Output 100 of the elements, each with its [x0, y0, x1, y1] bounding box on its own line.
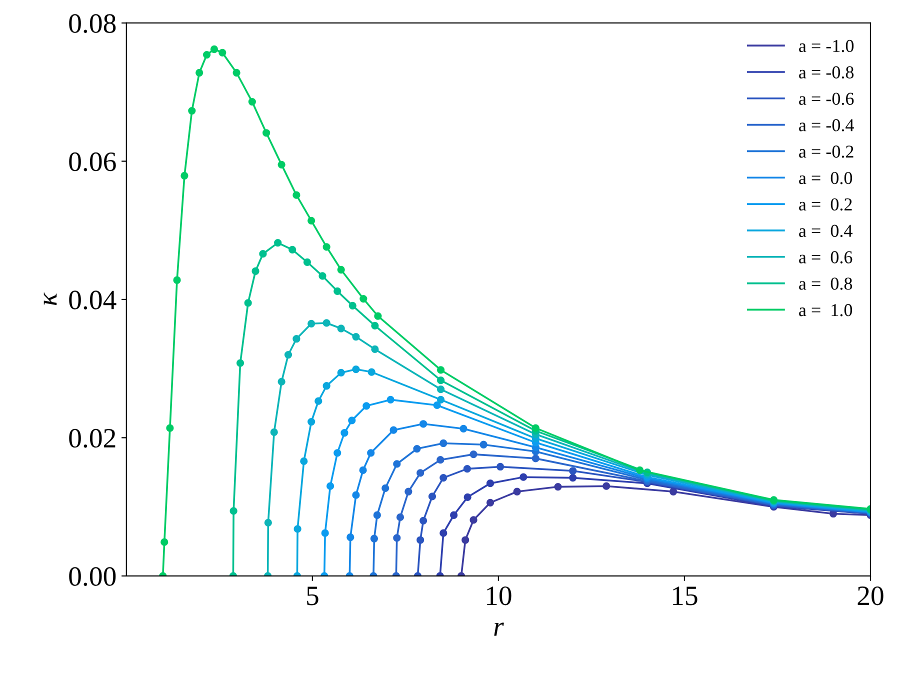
point [326, 482, 334, 490]
point [436, 396, 445, 404]
point [160, 538, 168, 546]
x-tick-label: 15 [673, 586, 698, 606]
point [202, 50, 211, 59]
point [450, 511, 458, 519]
point [236, 359, 244, 367]
point [294, 525, 302, 533]
point [264, 518, 272, 527]
point [436, 456, 444, 464]
point [428, 492, 436, 500]
point [440, 474, 448, 482]
point [416, 536, 424, 544]
point [318, 272, 326, 280]
legend-label: a = 0.0 [799, 172, 852, 184]
point [374, 312, 382, 320]
legend-label: a = 1.0 [799, 304, 852, 316]
point [569, 474, 577, 482]
point [308, 418, 316, 426]
point [404, 488, 412, 496]
point [288, 246, 296, 254]
point [196, 68, 204, 77]
point [532, 424, 540, 432]
point [636, 466, 644, 474]
point [373, 511, 381, 519]
point [602, 482, 610, 490]
point [300, 457, 308, 466]
point [470, 516, 478, 524]
point [520, 473, 528, 481]
legend-label: a = -0.6 [799, 92, 854, 105]
point [368, 368, 376, 376]
x-tick-label: 5 [307, 586, 318, 606]
legend-label: a = 0.4 [799, 224, 852, 238]
point [314, 397, 322, 405]
point [259, 250, 267, 258]
y-tick-label: 0.06 [69, 152, 116, 172]
point [436, 386, 445, 394]
point [554, 482, 562, 491]
point [322, 319, 330, 327]
point [436, 366, 445, 374]
point [513, 488, 521, 496]
point [252, 267, 260, 275]
point [321, 529, 329, 537]
point [419, 420, 428, 428]
point [360, 294, 368, 303]
point [436, 376, 445, 384]
point [433, 401, 441, 410]
point [166, 424, 174, 432]
legend-label: a = 0.6 [799, 251, 852, 264]
point [248, 98, 256, 106]
point [382, 484, 390, 492]
point [322, 243, 330, 251]
point [308, 320, 316, 328]
point [284, 350, 292, 359]
point [370, 534, 378, 542]
point [352, 491, 360, 499]
point [340, 429, 348, 437]
point [346, 533, 354, 542]
point [278, 378, 286, 386]
legend-label: a = 0.2 [799, 198, 852, 211]
point [173, 276, 181, 284]
point [322, 382, 330, 390]
point [334, 449, 342, 457]
point [337, 324, 345, 332]
point [464, 493, 472, 501]
x-tick-label: 10 [487, 586, 512, 606]
point [303, 258, 312, 266]
point [460, 424, 468, 433]
point [416, 469, 424, 477]
point [569, 467, 577, 475]
point [470, 450, 478, 458]
point [337, 368, 345, 377]
point [362, 402, 370, 410]
point [278, 160, 286, 168]
point [359, 466, 367, 474]
x-axis-title: r [494, 622, 504, 636]
point [419, 516, 428, 524]
point [393, 460, 401, 468]
point [352, 332, 360, 341]
point [262, 129, 270, 137]
point [480, 440, 488, 448]
point [308, 216, 316, 224]
point [386, 396, 394, 404]
point [218, 48, 226, 57]
y-tick-label: 0.04 [69, 290, 116, 310]
point [292, 191, 300, 199]
point [244, 299, 252, 307]
point [334, 287, 342, 295]
y-tick-label: 0.00 [69, 567, 116, 586]
point [348, 416, 356, 424]
y-tick-label: 0.08 [69, 14, 116, 34]
point [486, 480, 494, 488]
x-tick-label: 20 [858, 586, 884, 606]
point [486, 498, 494, 507]
point [352, 365, 360, 374]
legend-label: a = -0.2 [799, 146, 854, 158]
point [210, 45, 218, 54]
point [396, 513, 404, 522]
y-tick-label: 0.02 [69, 428, 116, 448]
point [413, 444, 421, 453]
